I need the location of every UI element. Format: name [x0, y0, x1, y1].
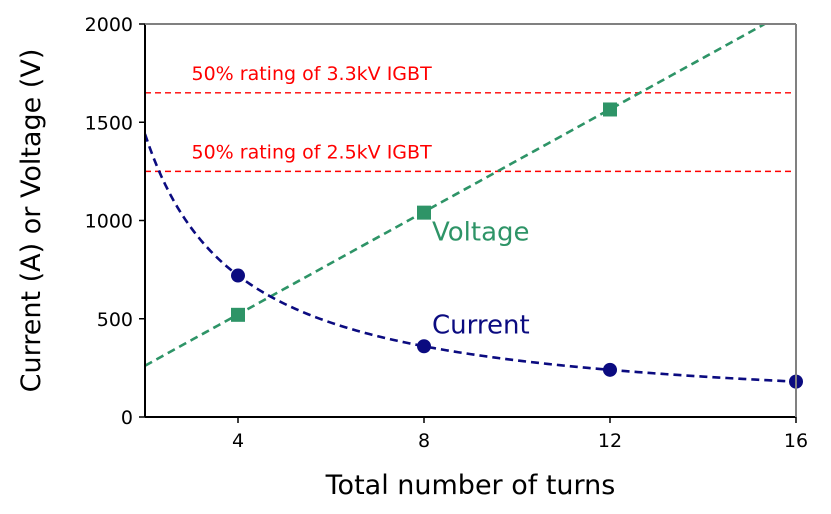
x-tick-label: 8	[418, 430, 430, 452]
current-fit-line	[145, 133, 796, 383]
reference-line-label-1: 50% rating of 3.3kV IGBT	[192, 63, 433, 85]
current-marker	[603, 362, 617, 377]
reference-line-label-2: 50% rating of 2.5kV IGBT	[192, 141, 433, 163]
current-marker	[231, 268, 245, 283]
fit-curves	[145, 24, 796, 383]
voltage-fit-line	[145, 24, 768, 367]
y-tick-label: 1000	[85, 211, 133, 233]
y-tick-label: 2000	[85, 14, 133, 36]
ticks: 4 8 12 16 0 500 1000 1500 2000	[85, 14, 808, 452]
voltage-marker	[603, 102, 617, 117]
current-series-label: Current	[432, 310, 530, 340]
reference-lines	[145, 92, 796, 173]
x-axis-label: Total number of turns	[325, 470, 616, 501]
labels: 50% rating of 3.3kV IGBT 50% rating of 2.…	[16, 49, 615, 501]
y-tick-label: 500	[97, 309, 133, 331]
x-tick-label: 12	[598, 430, 622, 452]
x-tick-label: 16	[784, 430, 808, 452]
y-axis-label: Current (A) or Voltage (V)	[16, 49, 47, 393]
voltage-marker	[231, 307, 245, 322]
x-tick-label: 4	[232, 430, 244, 452]
y-tick-label: 1500	[85, 112, 133, 134]
voltage-marker	[417, 205, 431, 220]
voltage-series-label: Voltage	[432, 218, 530, 248]
current-marker	[417, 339, 431, 354]
y-tick-label: 0	[121, 407, 133, 429]
